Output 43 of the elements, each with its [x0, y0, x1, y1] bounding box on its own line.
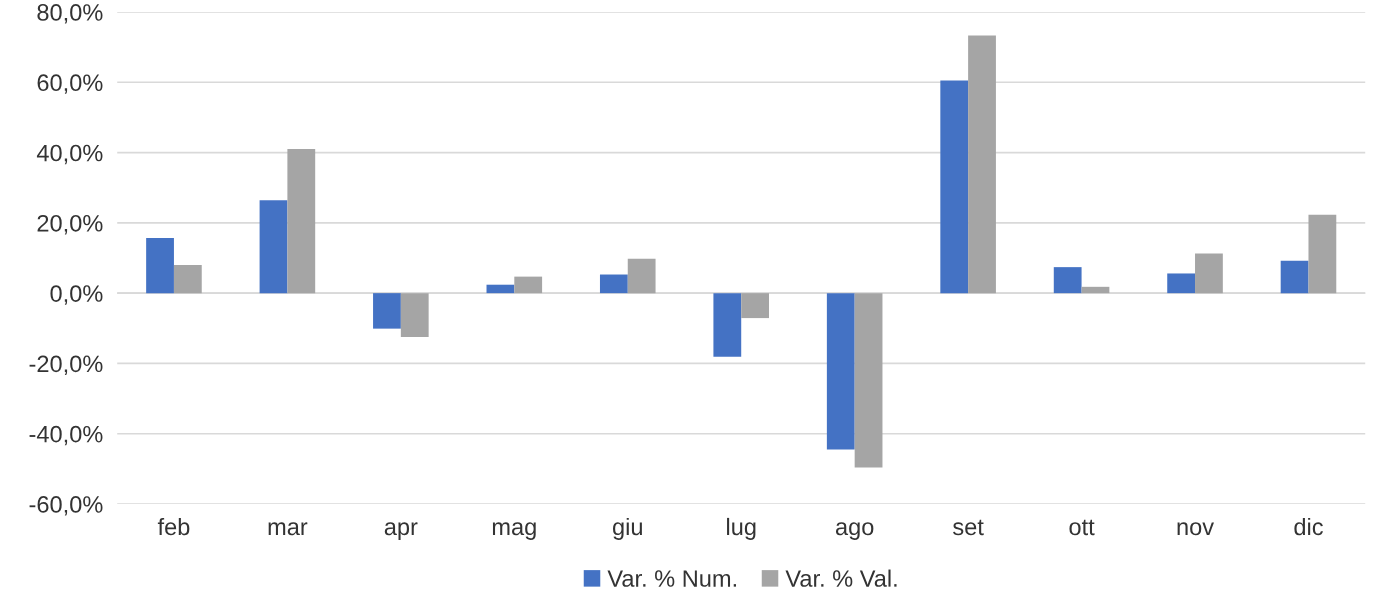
bar	[400, 293, 429, 338]
x-tick-label: mar	[268, 522, 308, 536]
bar	[627, 258, 656, 294]
bar	[373, 293, 401, 329]
bar	[1167, 273, 1196, 294]
y-tick-label: -40,0%	[29, 425, 103, 446]
y-tick-label: 40,0%	[36, 144, 103, 165]
bar	[1280, 260, 1309, 294]
bar	[599, 274, 628, 294]
y-tick-label: 80,0%	[37, 4, 103, 24]
x-tick-label: mag	[492, 522, 536, 540]
legend-label: Var. % Num.	[607, 570, 736, 587]
bar	[854, 293, 883, 468]
x-tick-label: giu	[613, 517, 642, 540]
legend-label: Var. % Val.	[785, 569, 897, 587]
bar	[1081, 286, 1110, 294]
y-tick-label: -20,0%	[29, 355, 103, 376]
x-tick-label: feb	[157, 517, 190, 536]
x-tick-label: lug	[727, 517, 756, 540]
bar	[287, 149, 316, 294]
x-tick-label: ago	[835, 522, 874, 540]
bar	[826, 293, 855, 450]
x-tick-label: apr	[384, 522, 418, 540]
bar	[1053, 267, 1082, 294]
x-tick-label: dic	[1294, 517, 1323, 536]
bar	[741, 293, 770, 319]
bar	[514, 276, 543, 294]
bar	[940, 80, 969, 294]
x-tick-label: set	[953, 519, 984, 536]
x-tick-label: ott	[1069, 519, 1095, 536]
bar	[713, 293, 742, 357]
bar	[486, 284, 515, 294]
bar	[1195, 253, 1223, 294]
bar	[173, 265, 202, 294]
x-tick-label: nov	[1177, 522, 1214, 536]
bar	[968, 35, 996, 294]
y-tick-label: 20,0%	[37, 214, 103, 235]
bar	[146, 237, 174, 294]
y-tick-label: 60,0%	[37, 74, 103, 94]
y-tick-label: -60,0%	[29, 496, 103, 516]
bar	[1308, 214, 1337, 294]
y-tick-label: 0,0%	[50, 285, 103, 305]
bar	[259, 200, 288, 294]
